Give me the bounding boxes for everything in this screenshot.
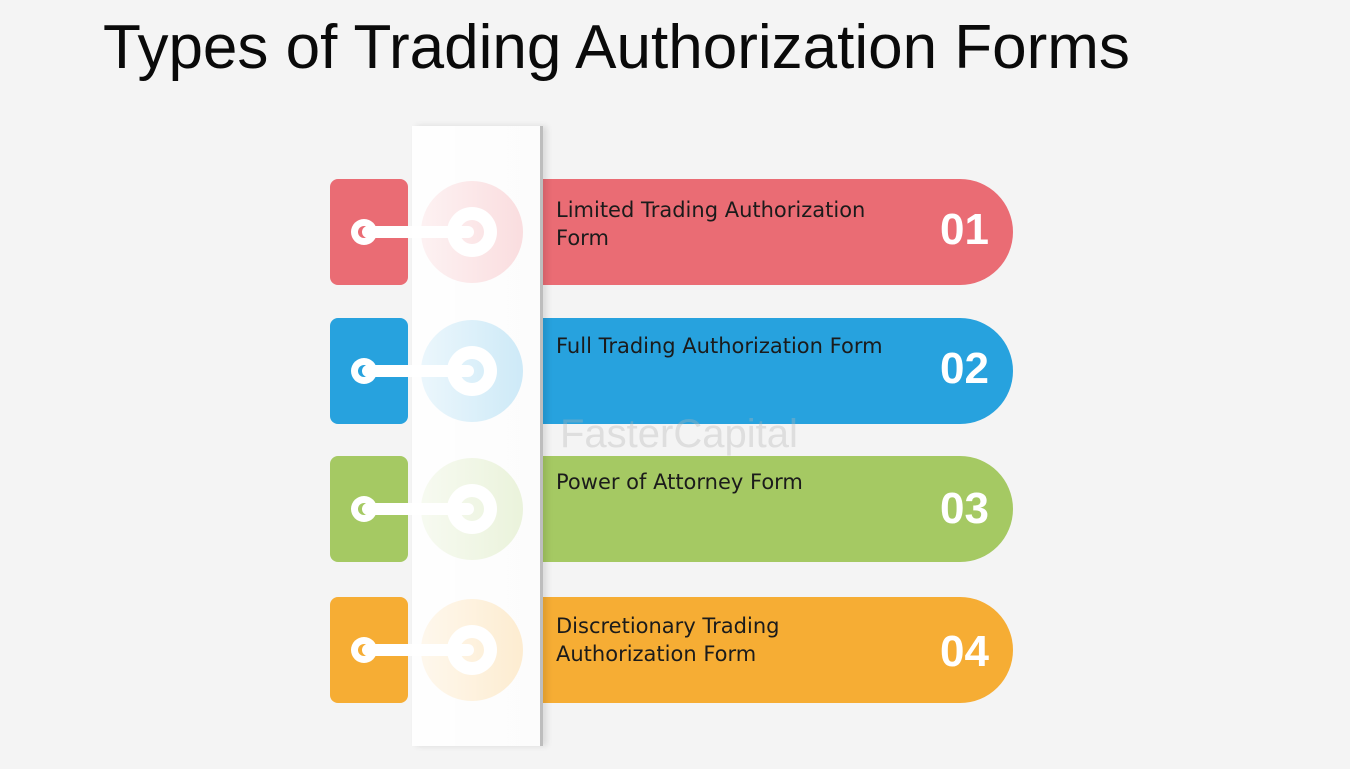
form-item-label: Discretionary Trading Authorization Form (556, 614, 780, 666)
form-item-number: 01 (940, 205, 989, 254)
page-title: Types of Trading Authorization Forms (103, 13, 1130, 82)
form-item-label: Full Trading Authorization Form (556, 334, 883, 358)
watermark-logo: FasterCapital (560, 412, 798, 456)
form-item-number: 02 (940, 344, 989, 393)
form-item-label: Power of Attorney Form (556, 470, 803, 494)
form-item-01: Limited Trading Authorization Form 01 (0, 179, 1350, 285)
form-item-number: 03 (940, 484, 989, 533)
vertical-divider-panel (412, 126, 543, 746)
form-item-label: Limited Trading Authorization Form (556, 198, 866, 250)
form-item-03: Power of Attorney Form 03 (0, 456, 1350, 562)
form-item-04: Discretionary Trading Authorization Form… (0, 597, 1350, 703)
form-item-02: Full Trading Authorization Form 02 (0, 318, 1350, 424)
form-item-number: 04 (940, 627, 989, 676)
